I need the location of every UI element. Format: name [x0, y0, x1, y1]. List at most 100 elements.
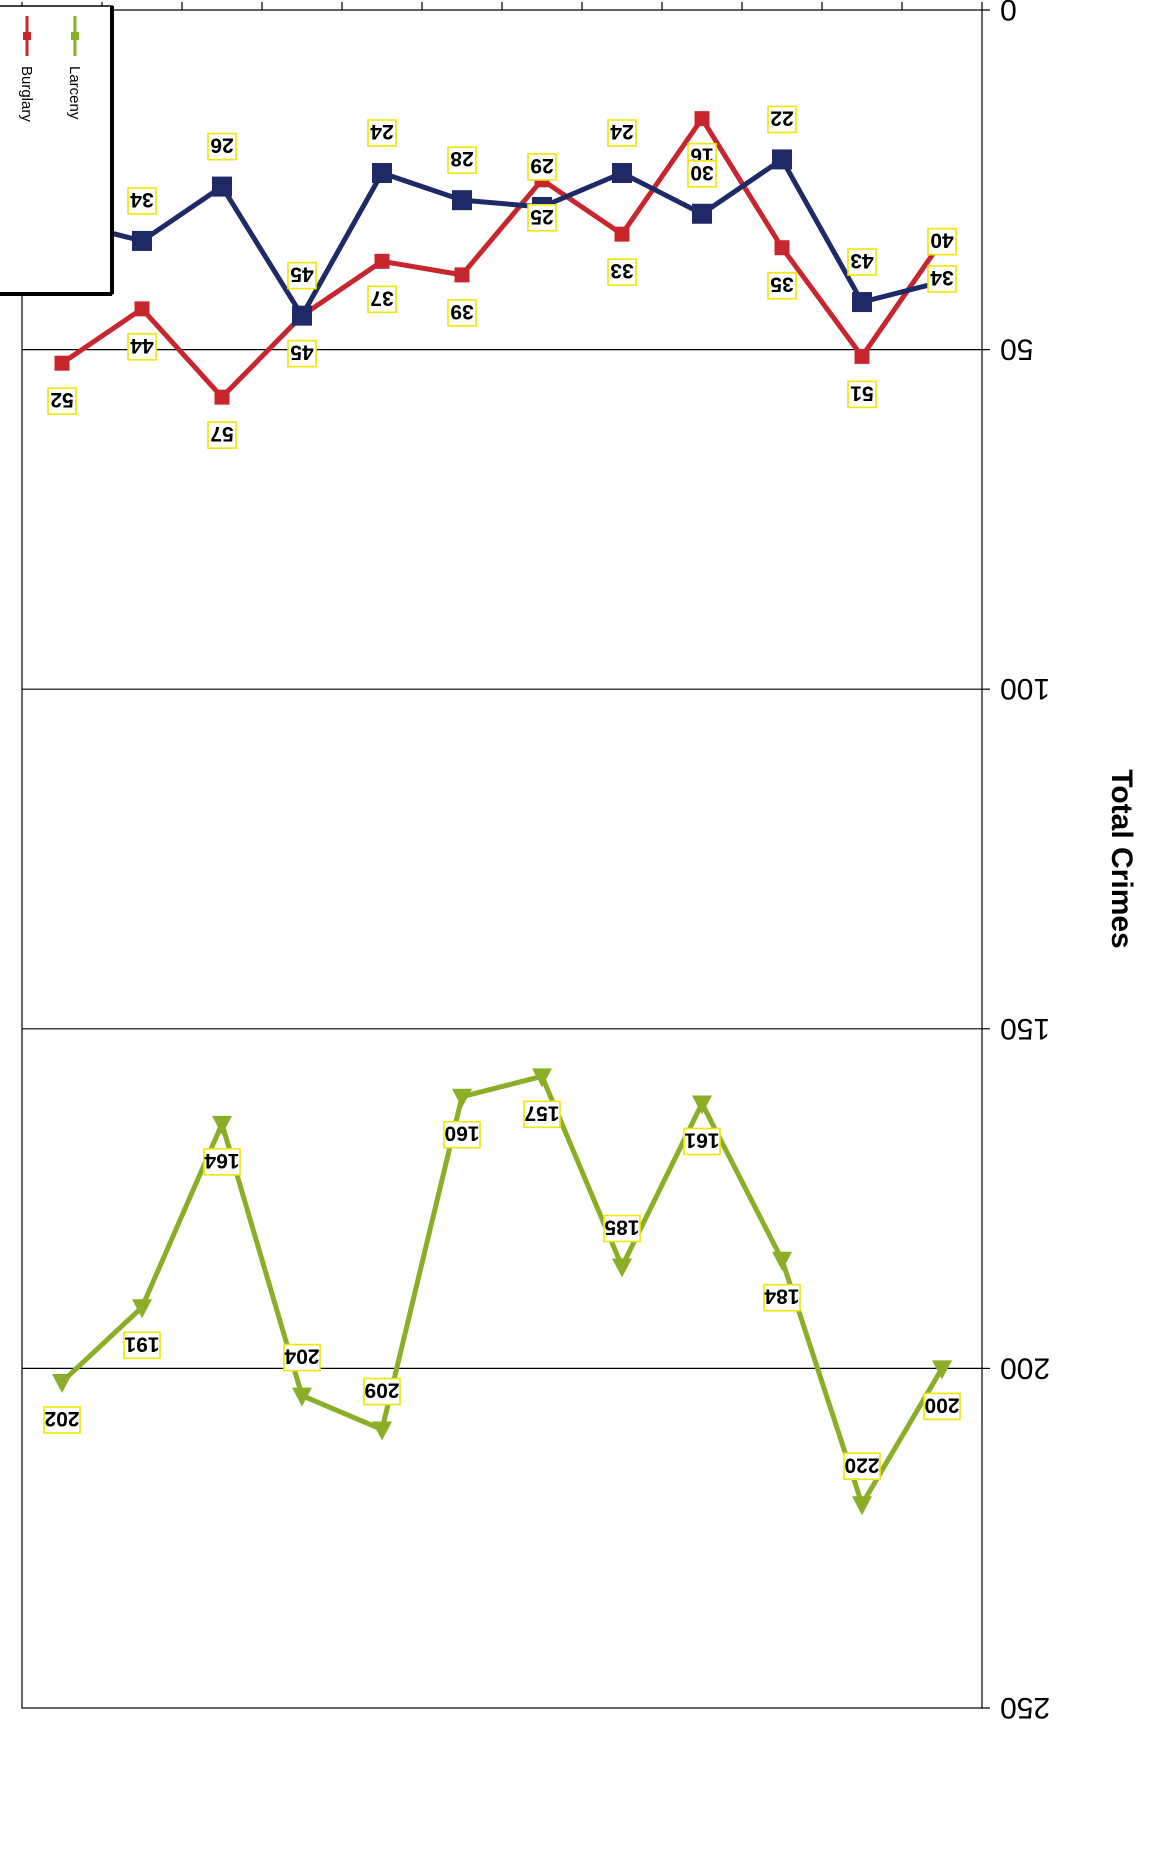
point-marker [54, 355, 70, 371]
data-label-box [123, 1331, 161, 1360]
data-label-box [763, 1283, 801, 1312]
data-label-box [287, 339, 317, 368]
point-marker [52, 1373, 72, 1393]
legend-entry-burglary: Burglary [18, 16, 35, 122]
data-label-box [843, 1452, 881, 1481]
data-label-box [207, 421, 237, 449]
series-line [60, 116, 945, 400]
point-marker [292, 305, 312, 326]
data-label: 51 [850, 381, 874, 404]
series-burglary [54, 111, 950, 405]
data-label: 157 [524, 1101, 559, 1124]
data-label: 160 [444, 1122, 479, 1145]
point-marker [852, 1496, 872, 1516]
data-label: 40 [930, 229, 953, 252]
data-label-box [523, 1100, 561, 1129]
point-marker [692, 1095, 712, 1115]
point-marker [694, 111, 710, 127]
data-label-box [47, 387, 77, 415]
data-label-box [367, 285, 397, 314]
legend-label: Larceny [66, 66, 83, 120]
data-label-box [127, 333, 157, 361]
point-marker [854, 348, 870, 364]
data-label: 39 [450, 300, 473, 323]
point-marker [452, 1088, 472, 1108]
point-marker [212, 1115, 232, 1135]
data-label-box [363, 1377, 401, 1406]
data-label: 164 [204, 1149, 239, 1172]
data-label: 34 [930, 266, 954, 289]
data-label: 29 [530, 154, 553, 177]
y-tick-label: 250 [1000, 1691, 1050, 1724]
data-label: 200 [924, 1393, 959, 1416]
point-marker [134, 301, 150, 317]
point-marker [212, 176, 232, 197]
series [52, 111, 952, 1516]
data-label-box [607, 119, 637, 147]
data-label-box [447, 146, 477, 174]
data-label-box [283, 1343, 321, 1372]
legend-swatch-marker [71, 32, 79, 40]
data-label-box [367, 119, 397, 147]
data-label: 35 [770, 273, 794, 296]
data-label-box [767, 105, 797, 134]
data-label-box [607, 258, 637, 286]
data-label: 24 [610, 120, 634, 143]
point-marker [614, 226, 630, 242]
data-label-box [927, 227, 957, 256]
data-label-box [923, 1392, 961, 1421]
data-label: 202 [44, 1407, 79, 1430]
data-label-box [203, 1148, 241, 1176]
point-marker [772, 1251, 792, 1271]
data-label: 184 [764, 1285, 799, 1308]
series-line [61, 156, 943, 319]
point-marker [772, 149, 792, 170]
data-label: 33 [610, 259, 633, 282]
data-label: 24 [370, 120, 394, 143]
data-label-box [287, 261, 317, 290]
data-label: 45 [290, 263, 314, 286]
data-label-box [43, 1406, 81, 1434]
data-label: 44 [130, 334, 154, 357]
point-marker [452, 190, 472, 211]
point-marker [774, 240, 790, 256]
y-tick-label: 200 [1000, 1351, 1050, 1384]
data-label: 220 [844, 1453, 879, 1476]
series-line [60, 1073, 945, 1507]
point-marker [132, 230, 152, 251]
y-tick-label: 100 [1000, 672, 1050, 705]
y-tick-labels: 0 50 100 150 200 250 [1000, 0, 1050, 1724]
data-label: 209 [364, 1379, 399, 1402]
y-axis-title: Total Crimes [1105, 769, 1138, 949]
series-larceny [52, 1068, 952, 1516]
data-label: 204 [284, 1345, 319, 1368]
data-label: 52 [50, 388, 73, 411]
point-marker [374, 253, 390, 269]
data-label: 22 [770, 106, 793, 129]
data-label-box [687, 159, 717, 188]
point-marker [932, 1360, 952, 1380]
legend-swatch-marker [23, 32, 31, 40]
point-marker [372, 1421, 392, 1441]
point-marker [532, 1068, 552, 1088]
gridlines [22, 348, 982, 1369]
data-label-box [927, 265, 957, 293]
data-label-box [447, 299, 477, 327]
legend-label: Burglary [18, 66, 35, 122]
point-marker [852, 292, 872, 313]
legend-box [0, 5, 113, 295]
y-tick-label: 0 [1000, 0, 1017, 26]
data-label: 26 [210, 134, 233, 157]
data-label: 34 [130, 188, 154, 211]
point-marker [612, 1258, 632, 1278]
legend-entry-larceny: Larceny [66, 16, 83, 120]
data-label: 57 [210, 422, 233, 445]
data-label-box [207, 132, 237, 161]
data-label: 25 [530, 205, 554, 228]
point-marker [292, 1387, 312, 1407]
data-labels: 3451351633253937455744522002201841611851… [43, 105, 961, 1481]
data-label-box [847, 248, 877, 276]
data-label-box [847, 380, 877, 409]
data-label: 30 [690, 161, 713, 184]
data-label-box [527, 204, 557, 232]
